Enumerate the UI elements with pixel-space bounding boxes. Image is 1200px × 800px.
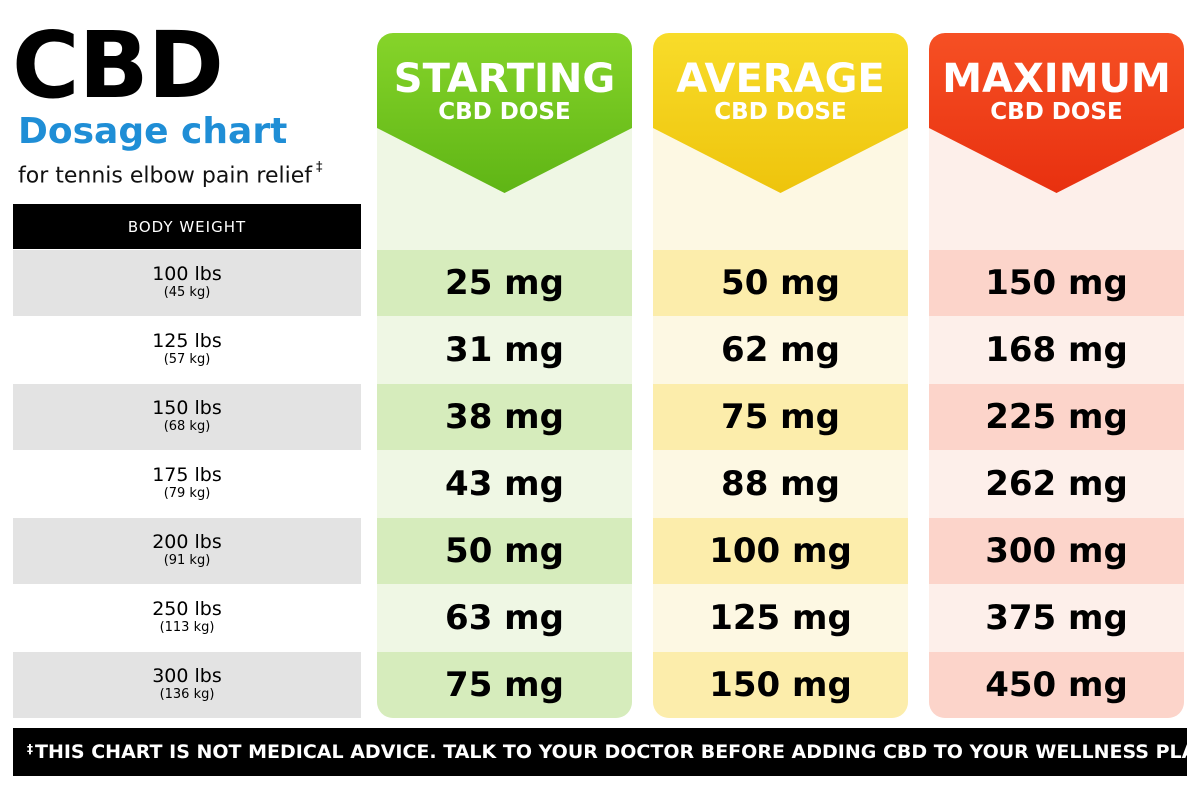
dose-cell-maximum: 375 mg	[985, 598, 1128, 638]
banner-subtitle-maximum: CBD DOSE	[990, 99, 1123, 125]
weight-kg: (57 kg)	[163, 352, 211, 367]
dose-cell-average: 50 mg	[653, 250, 908, 316]
weight-kg: (136 kg)	[159, 687, 215, 702]
weight-kg: (79 kg)	[163, 486, 211, 501]
column-maximum: MAXIMUM CBD DOSE 150 mg 168 mg 225 mg 262 m…	[929, 33, 1184, 718]
weight-lbs: 200 lbs	[152, 531, 222, 554]
banner-shape-maximum	[929, 33, 1184, 193]
dose-cell-starting: 31 mg	[445, 330, 564, 370]
banner-starting: STARTING CBD DOSE	[377, 33, 632, 193]
weight-row: 125 lbs (57 kg)	[13, 317, 361, 383]
description-footnote-mark: ‡	[316, 160, 323, 175]
dose-cell-average: 100 mg	[653, 518, 908, 584]
banner-shape-average	[653, 33, 908, 193]
weight-row: 300 lbs (136 kg)	[13, 652, 361, 718]
dose-cell-starting: 63 mg	[445, 598, 564, 638]
disclaimer-text: THIS CHART IS NOT MEDICAL ADVICE. TALK T…	[35, 741, 1200, 763]
dose-cell-starting: 38 mg	[377, 384, 632, 450]
weight-lbs: 150 lbs	[152, 397, 222, 420]
banner-subtitle-average: CBD DOSE	[714, 99, 847, 125]
weight-row: 175 lbs (79 kg)	[13, 451, 361, 517]
banner-average: AVERAGE CBD DOSE	[653, 33, 908, 193]
disclaimer-footer: ‡ THIS CHART IS NOT MEDICAL ADVICE. TALK …	[13, 728, 1200, 776]
page-title: CBD	[12, 12, 224, 119]
weight-kg: (68 kg)	[163, 419, 211, 434]
dose-cell-maximum: 300 mg	[929, 518, 1184, 584]
dose-cell-average: 75 mg	[653, 384, 908, 450]
banner-title-average: AVERAGE	[676, 56, 885, 102]
column-average: AVERAGE CBD DOSE 50 mg 62 mg 75 mg 88 mg 100…	[653, 33, 908, 718]
footer-footnote-mark: ‡	[27, 742, 33, 756]
dose-cell-starting: 43 mg	[445, 464, 564, 504]
dose-cell-maximum: 225 mg	[929, 384, 1184, 450]
weight-lbs: 300 lbs	[152, 665, 222, 688]
weight-lbs: 100 lbs	[152, 263, 222, 286]
weight-row: 250 lbs (113 kg)	[13, 585, 361, 651]
weight-kg: (45 kg)	[163, 285, 211, 300]
weight-row: 100 lbs (45 kg)	[13, 250, 361, 316]
banner-maximum: MAXIMUM CBD DOSE	[929, 33, 1184, 193]
page-description: for tennis elbow pain relief ‡	[18, 161, 323, 189]
dose-cell-maximum: 262 mg	[985, 464, 1128, 504]
banner-subtitle-starting: CBD DOSE	[438, 99, 571, 125]
weight-lbs: 250 lbs	[152, 598, 222, 621]
dose-cell-starting: 75 mg	[377, 652, 632, 718]
banner-title-starting: STARTING	[393, 56, 616, 102]
weight-lbs: 175 lbs	[152, 464, 222, 487]
banner-shape-starting	[377, 33, 632, 193]
dose-cell-average: 88 mg	[721, 464, 840, 504]
dose-cell-maximum: 150 mg	[929, 250, 1184, 316]
dose-cell-maximum: 168 mg	[985, 330, 1128, 370]
weight-row: 150 lbs (68 kg)	[13, 384, 361, 450]
page-subtitle: Dosage chart	[18, 111, 288, 152]
weight-kg: (113 kg)	[159, 620, 215, 635]
dose-cell-average: 62 mg	[721, 330, 840, 370]
column-starting: STARTING CBD DOSE 25 mg 31 mg 38 mg 43 mg 50…	[377, 33, 632, 718]
body-weight-header: BODY WEIGHT	[13, 204, 361, 249]
dose-cell-starting: 25 mg	[377, 250, 632, 316]
weight-kg: (91 kg)	[163, 553, 211, 568]
banner-title-maximum: MAXIMUM	[942, 56, 1171, 102]
dose-cell-starting: 50 mg	[377, 518, 632, 584]
dose-cell-average: 125 mg	[709, 598, 852, 638]
weight-lbs: 125 lbs	[152, 330, 222, 353]
dose-cell-maximum: 450 mg	[929, 652, 1184, 718]
description-text: for tennis elbow pain relief	[18, 163, 313, 189]
dose-cell-average: 150 mg	[653, 652, 908, 718]
weight-row: 200 lbs (91 kg)	[13, 518, 361, 584]
